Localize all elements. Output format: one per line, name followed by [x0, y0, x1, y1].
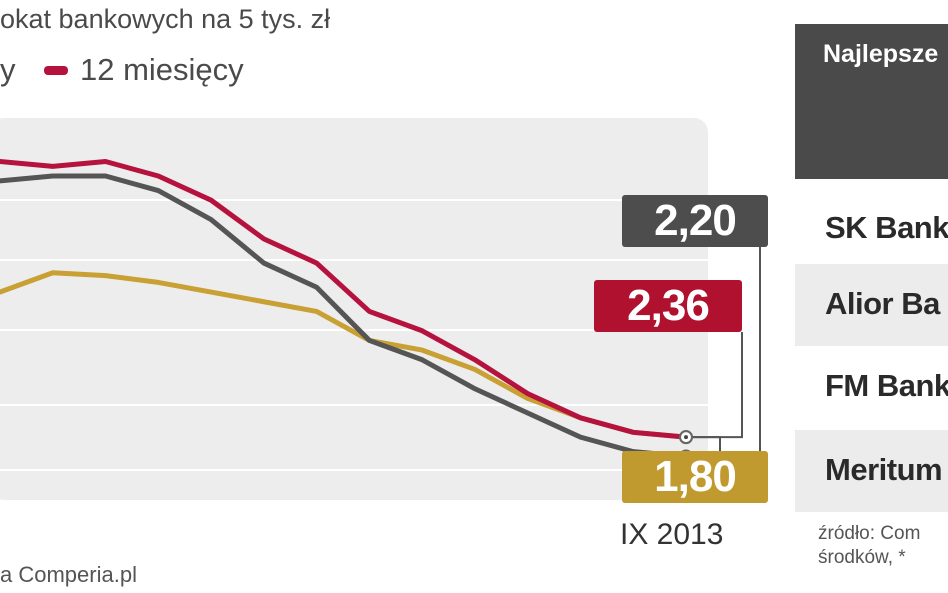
- table-row-label: Meritum: [825, 452, 943, 487]
- series-line: [0, 173, 689, 459]
- table-header: Najlepsze: [795, 24, 948, 179]
- table-source-note: źródło: Com środków, *: [818, 522, 948, 570]
- table-row: FM Bank: [795, 346, 948, 428]
- connector-line: [686, 436, 721, 451]
- table-row: SK Bank: [795, 188, 948, 270]
- source-note: a Comperia.pl: [0, 562, 137, 587]
- table-row-label: Alior Ba: [825, 286, 940, 321]
- legend-swatch-2: [44, 65, 68, 75]
- table-row-label: FM Bank: [825, 368, 948, 403]
- legend-item-1: y: [0, 52, 16, 88]
- table-row-label: SK Bank: [825, 210, 948, 245]
- end-value-box-gold: 1,80: [622, 451, 768, 503]
- chart-title: okat bankowych na 5 tys. zł: [0, 4, 331, 34]
- table-source-line-1: źródło: Com: [818, 523, 921, 544]
- end-value-box-red: 2,36: [594, 280, 742, 332]
- x-axis-end-label: IX 2013: [620, 518, 724, 551]
- table-source-line-2: środków, *: [818, 547, 906, 568]
- legend-label-1: y: [0, 52, 16, 87]
- table-header-label: Najlepsze: [823, 40, 939, 68]
- table-row: Alior Ba: [795, 264, 948, 346]
- series-line: [0, 159, 689, 440]
- end-point-dot: [684, 435, 688, 440]
- legend-label-2: 12 miesięcy: [80, 52, 244, 87]
- table-row: Meritum: [795, 430, 948, 512]
- end-value-box-gray: 2,20: [622, 195, 768, 247]
- legend-item-2: 12 miesięcy: [44, 52, 244, 88]
